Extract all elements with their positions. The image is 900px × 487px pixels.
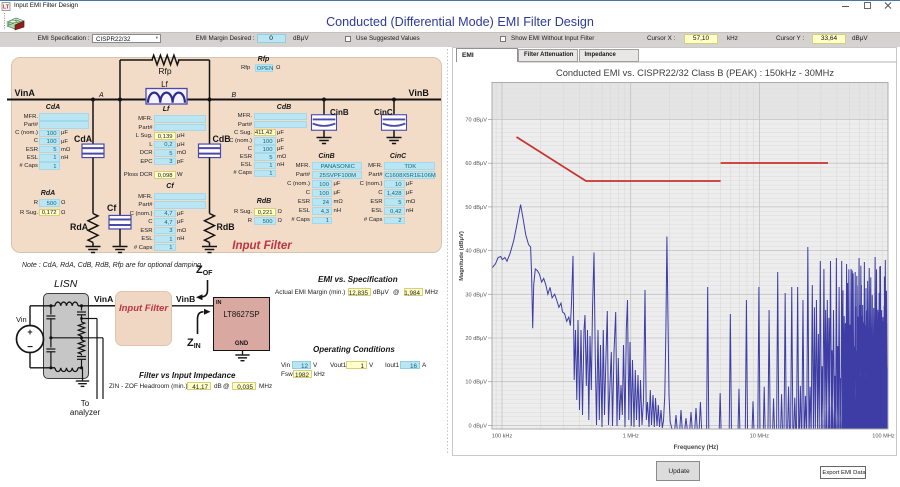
svg-text:10 MHz: 10 MHz (750, 434, 769, 440)
svg-text:70 dBμV: 70 dBμV (465, 118, 487, 124)
svg-text:Frequency (Hz): Frequency (Hz) (674, 444, 719, 451)
svg-text:0 dBμV: 0 dBμV (469, 423, 488, 429)
svg-text:10 dBμV: 10 dBμV (465, 380, 487, 386)
svg-text:30 dBμV: 30 dBμV (465, 292, 487, 298)
svg-text:LT: LT (3, 5, 10, 11)
svg-text:−: − (27, 342, 33, 353)
svg-text:50 dBμV: 50 dBμV (465, 205, 487, 211)
svg-text:60 dBμV: 60 dBμV (465, 161, 487, 167)
svg-text:40 dBμV: 40 dBμV (465, 249, 487, 255)
svg-text:Magnitude (dBμV): Magnitude (dBμV) (459, 231, 465, 281)
svg-text:Conducted EMI vs. CISPR22/32 C: Conducted EMI vs. CISPR22/32 Class B (PE… (556, 68, 834, 78)
svg-text:+: + (27, 327, 32, 337)
svg-text:100 MHz: 100 MHz (872, 434, 895, 440)
svg-text:100 kHz: 100 kHz (492, 434, 513, 440)
svg-text:1 MHz: 1 MHz (623, 434, 639, 440)
svg-text:20 dBμV: 20 dBμV (465, 336, 487, 342)
